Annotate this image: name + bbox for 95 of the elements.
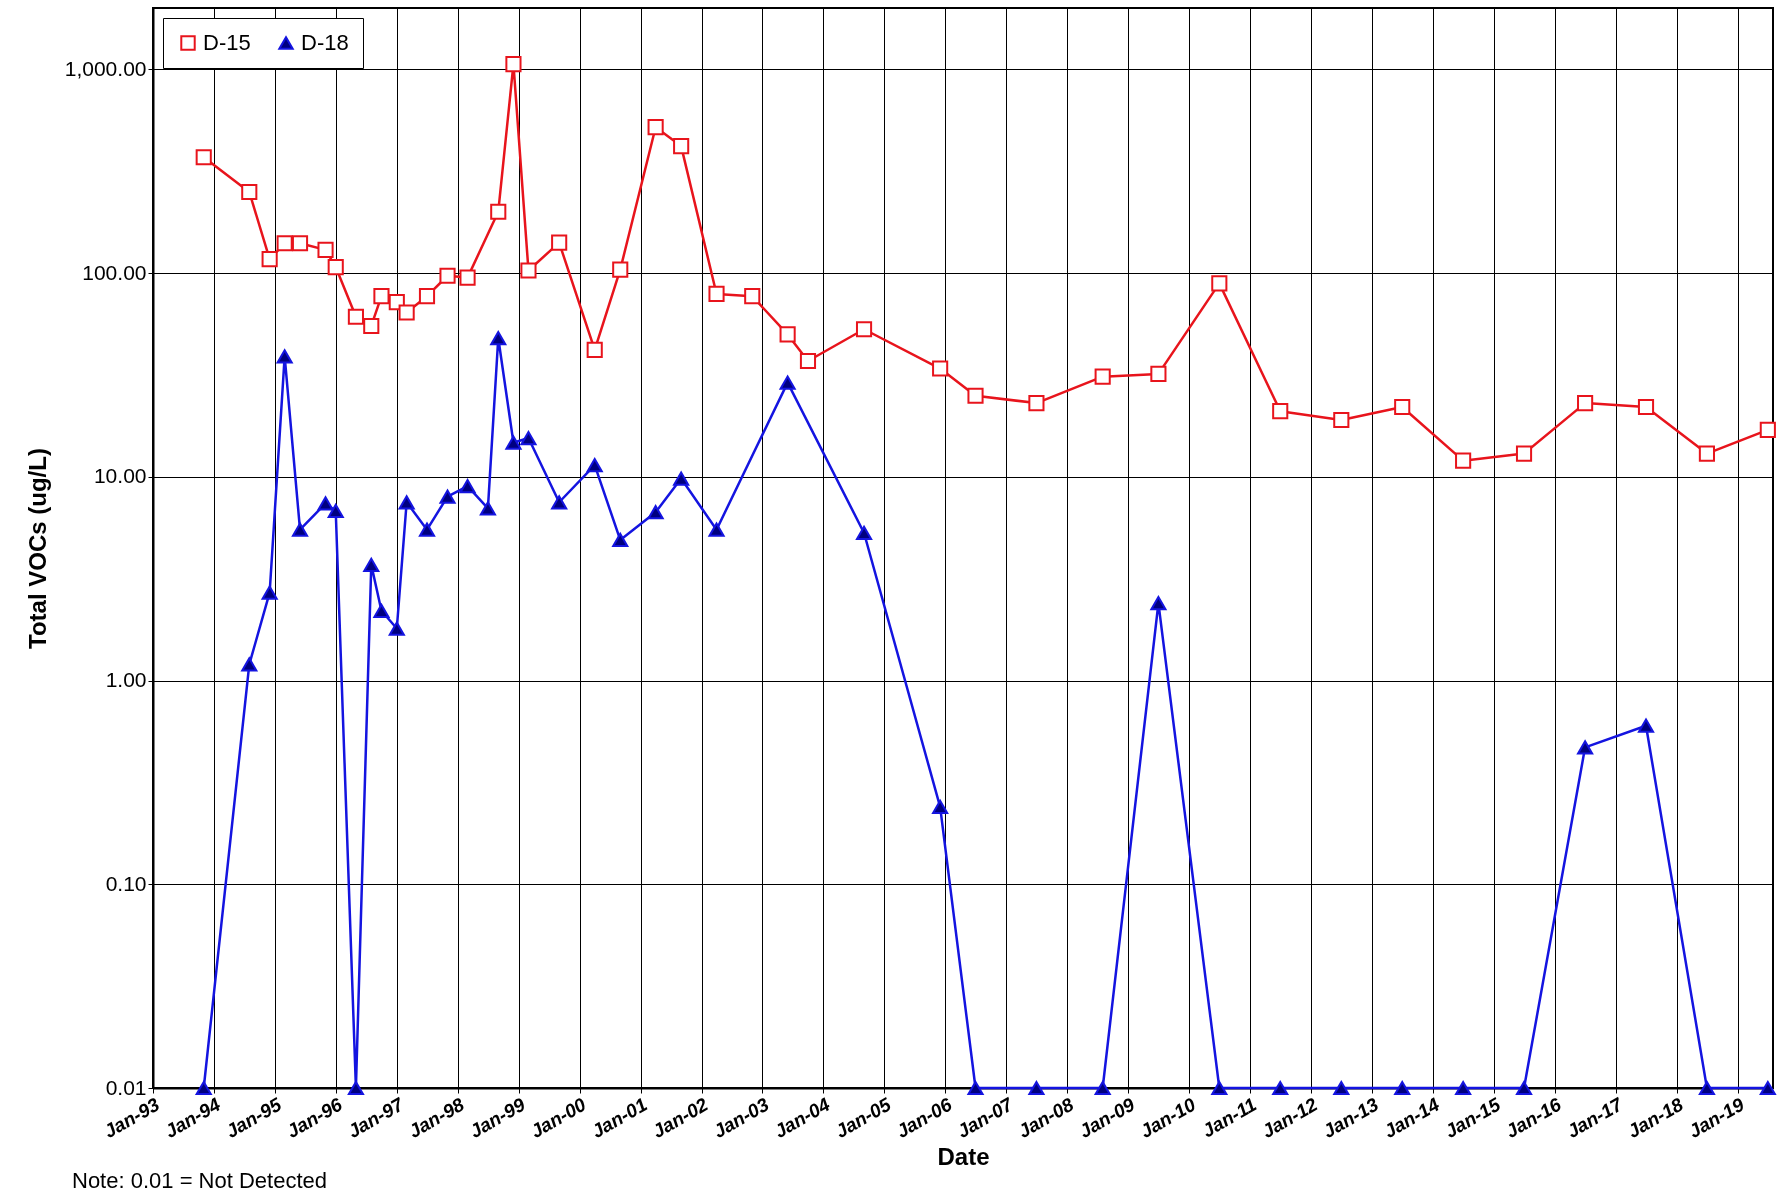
point: [276, 349, 293, 364]
point: [373, 288, 390, 305]
point: [551, 495, 568, 510]
point: [459, 269, 476, 286]
legend-label: D-15: [203, 30, 251, 55]
point: [398, 304, 415, 321]
point: [1515, 1080, 1533, 1096]
point: [932, 799, 949, 814]
point: [1211, 275, 1228, 292]
point: [586, 458, 603, 473]
point: [363, 317, 380, 335]
point: [1515, 445, 1533, 462]
point: [327, 503, 344, 519]
point: [261, 585, 278, 600]
point: [1094, 1080, 1111, 1096]
point: [799, 352, 817, 370]
point: [1272, 403, 1289, 420]
legend-label: D-18: [301, 30, 349, 55]
point: [195, 149, 212, 166]
point: [1028, 1080, 1045, 1096]
point: [612, 261, 629, 278]
point: [1028, 395, 1045, 412]
point: [317, 241, 334, 258]
point: [490, 203, 507, 220]
point: [1455, 452, 1472, 469]
point: [967, 387, 984, 404]
point: [1759, 1080, 1776, 1096]
point: [1698, 1080, 1715, 1096]
point: [673, 138, 690, 155]
point: [586, 341, 603, 358]
point: [241, 657, 258, 672]
point: [1455, 1080, 1472, 1096]
point: [1759, 421, 1776, 438]
point: [779, 375, 796, 390]
point: [1094, 368, 1111, 385]
point: [520, 262, 537, 279]
point: [647, 119, 664, 136]
point: [439, 267, 456, 284]
point: [241, 183, 258, 201]
point: [291, 235, 309, 252]
point: [459, 479, 476, 494]
point: [388, 621, 405, 636]
y-tick-label: 1,000.00: [64, 56, 147, 80]
point: [779, 326, 796, 343]
point: [1150, 595, 1167, 611]
y-tick-label: 100.00: [82, 260, 147, 284]
point: [490, 330, 507, 346]
point: [291, 522, 309, 537]
point: [520, 430, 537, 446]
point: [967, 1080, 984, 1096]
point: [647, 505, 664, 520]
point: [505, 435, 522, 450]
y-tick-label: 0.10: [105, 871, 147, 895]
point: [418, 522, 436, 537]
y-tick-label: 0.01: [105, 1075, 147, 1099]
point: [363, 557, 380, 572]
point: [1150, 365, 1167, 382]
point: [505, 56, 522, 73]
y-tick-label: 10.00: [93, 464, 147, 488]
point: [276, 235, 293, 252]
point: [1211, 1080, 1228, 1096]
point: [1333, 411, 1350, 429]
point: [195, 1080, 212, 1096]
point: [261, 251, 278, 268]
point: [418, 288, 436, 305]
point: [1698, 445, 1715, 462]
x-axis-title: Date: [937, 1143, 990, 1171]
y-axis-title: Total VOCs (ug/L): [23, 448, 51, 649]
point: [612, 532, 629, 548]
point: [439, 489, 456, 504]
text: Note: 0.01 = Not Detected: [72, 1168, 327, 1194]
point: [479, 501, 496, 516]
point: [317, 496, 334, 511]
point: [708, 285, 725, 302]
point: [398, 495, 415, 510]
point: [551, 234, 568, 251]
point: [347, 308, 364, 325]
point: [1637, 398, 1655, 416]
point: [1577, 395, 1594, 412]
point: [327, 259, 344, 276]
point: [744, 288, 761, 305]
point: [1637, 718, 1655, 733]
point: [932, 360, 949, 377]
point: [855, 321, 873, 338]
point: [373, 603, 390, 618]
point: [347, 1080, 364, 1096]
point: [1333, 1080, 1350, 1096]
y-tick-label: 1.00: [105, 668, 147, 692]
point: [1577, 740, 1594, 755]
point: [708, 522, 725, 537]
point: [1272, 1080, 1289, 1096]
point: [673, 471, 690, 486]
point: [855, 525, 873, 541]
point: [1394, 1080, 1411, 1096]
point: [1394, 398, 1411, 416]
